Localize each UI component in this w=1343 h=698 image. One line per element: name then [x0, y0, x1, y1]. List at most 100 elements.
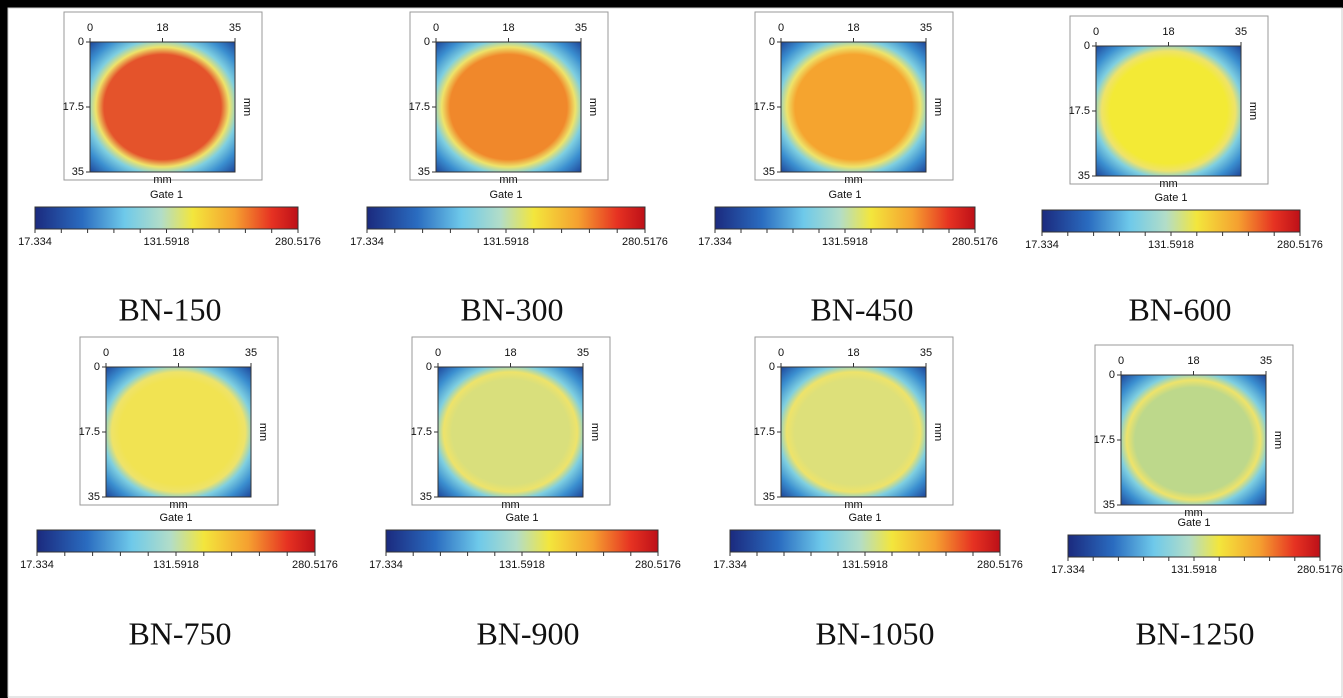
panel-label: BN-600 [1128, 291, 1231, 327]
y-tick-label: 0 [769, 361, 775, 373]
colorbar-label: 17.334 [369, 559, 403, 571]
y-tick-label: 17.5 [79, 426, 100, 438]
y-tick-label: 35 [72, 166, 84, 178]
y-tick-label: 0 [424, 36, 430, 48]
x-tick-label: 35 [577, 347, 589, 359]
panel-label: BN-150 [118, 291, 221, 327]
y-axis-label: mm [1272, 431, 1284, 449]
colorbar-title: Gate 1 [848, 512, 881, 524]
x-axis-label: mm [501, 499, 519, 511]
colorbar-label: 131.5918 [153, 559, 199, 571]
heat-map [436, 42, 581, 172]
y-axis-label: mm [257, 423, 269, 441]
x-tick-label: 35 [920, 347, 932, 359]
x-tick-label: 35 [1235, 26, 1247, 38]
x-tick-label: 0 [87, 22, 93, 34]
colorbar [367, 207, 645, 229]
colorbar-label: 131.5918 [144, 236, 190, 248]
colorbar-label: 280.5176 [622, 236, 668, 248]
colorbar [1042, 210, 1300, 232]
x-axis-label: mm [153, 174, 171, 186]
page: {"panels": [ {"label": "BN-150", "x_tick… [0, 0, 1343, 698]
colorbar-label: 131.5918 [499, 559, 545, 571]
colorbar [715, 207, 975, 229]
x-tick-label: 0 [1118, 355, 1124, 367]
colorbar-label: 280.5176 [275, 236, 321, 248]
x-tick-label: 35 [229, 22, 241, 34]
y-tick-label: 35 [1103, 499, 1115, 511]
x-tick-label: 18 [1162, 26, 1174, 38]
heat-map [1096, 46, 1241, 176]
x-axis-label: mm [499, 174, 517, 186]
colorbar-label: 131.5918 [1148, 239, 1194, 251]
colorbar [35, 207, 298, 229]
colorbar-label: 17.334 [713, 559, 747, 571]
y-axis-label: mm [587, 98, 599, 116]
x-tick-label: 0 [435, 347, 441, 359]
x-tick-label: 18 [504, 347, 516, 359]
heat-map [1121, 375, 1266, 505]
x-axis-label: mm [844, 174, 862, 186]
panel-label: BN-300 [460, 291, 563, 327]
colorbar-label: 17.334 [1051, 564, 1085, 576]
top-border [0, 0, 1343, 8]
colorbar-title: Gate 1 [505, 512, 538, 524]
x-tick-label: 35 [1260, 355, 1272, 367]
colorbar-label: 17.334 [20, 559, 54, 571]
left-border [0, 0, 8, 698]
colorbar-title: Gate 1 [489, 189, 522, 201]
y-tick-label: 35 [763, 166, 775, 178]
y-tick-label: 17.5 [1094, 434, 1115, 446]
colorbar-label: 17.334 [18, 236, 52, 248]
y-tick-label: 35 [420, 491, 432, 503]
panel-label: BN-450 [810, 291, 913, 327]
colorbar-title: Gate 1 [1177, 517, 1210, 529]
x-tick-label: 18 [502, 22, 514, 34]
y-tick-label: 35 [1078, 170, 1090, 182]
colorbar-title: Gate 1 [159, 512, 192, 524]
x-tick-label: 0 [433, 22, 439, 34]
colorbar-label: 17.334 [698, 236, 732, 248]
y-tick-label: 0 [769, 36, 775, 48]
heat-map [781, 367, 926, 497]
colorbar-label: 131.5918 [842, 559, 888, 571]
x-tick-label: 0 [778, 22, 784, 34]
panel-label: BN-1250 [1135, 615, 1254, 651]
colorbar-label: 280.5176 [1277, 239, 1323, 251]
colorbar-label: 280.5176 [635, 559, 681, 571]
y-axis-label: mm [1247, 102, 1259, 120]
panel-label: BN-900 [476, 615, 579, 651]
x-tick-label: 35 [245, 347, 257, 359]
y-tick-label: 17.5 [754, 426, 775, 438]
x-tick-label: 0 [778, 347, 784, 359]
colorbar-title: Gate 1 [150, 189, 183, 201]
heat-map [781, 42, 926, 172]
y-tick-label: 17.5 [754, 101, 775, 113]
colorbar [37, 530, 315, 552]
y-tick-label: 35 [763, 491, 775, 503]
x-tick-label: 35 [575, 22, 587, 34]
x-axis-label: mm [1159, 178, 1177, 190]
panel-label: BN-750 [128, 615, 231, 651]
y-tick-label: 0 [78, 36, 84, 48]
x-tick-label: 18 [847, 347, 859, 359]
colorbar-title: Gate 1 [1154, 192, 1187, 204]
colorbar [1068, 535, 1320, 557]
x-tick-label: 18 [156, 22, 168, 34]
x-tick-label: 18 [847, 22, 859, 34]
colorbar-label: 131.5918 [1171, 564, 1217, 576]
panel-label: BN-1050 [815, 615, 934, 651]
heat-map [438, 367, 583, 497]
y-tick-label: 0 [1084, 40, 1090, 52]
colorbar-label: 280.5176 [977, 559, 1023, 571]
colorbar-label: 17.334 [350, 236, 384, 248]
colorbar-label: 280.5176 [1297, 564, 1343, 576]
y-tick-label: 17.5 [409, 101, 430, 113]
y-tick-label: 17.5 [1069, 105, 1090, 117]
y-tick-label: 0 [94, 361, 100, 373]
